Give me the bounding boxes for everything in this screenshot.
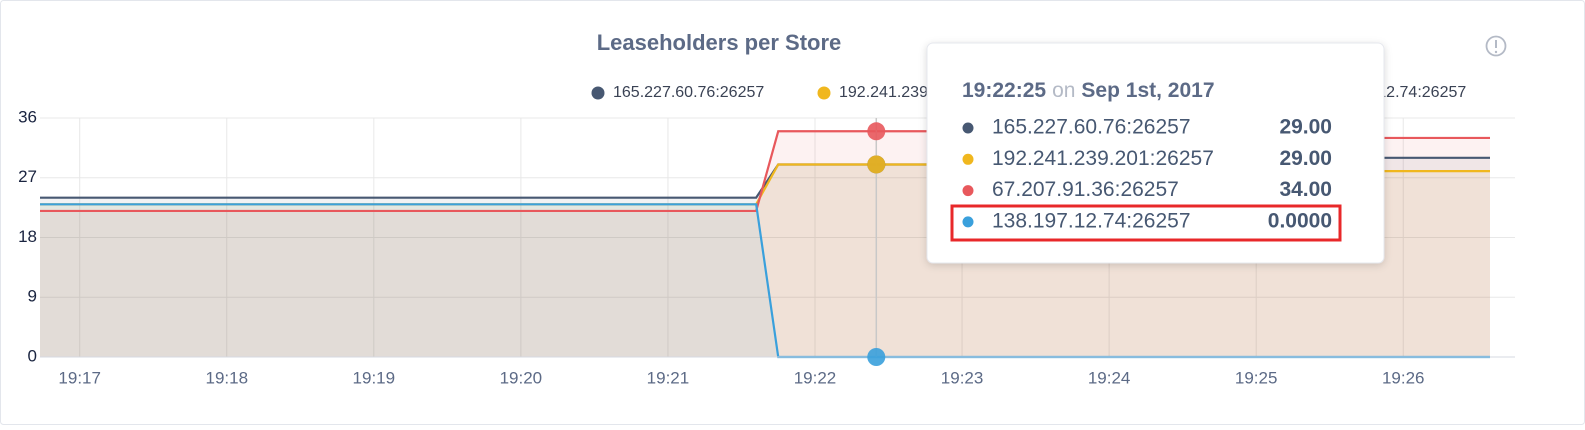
y-tick-label: 36 xyxy=(18,107,37,126)
info-circle xyxy=(1485,35,1507,57)
tooltip-swatch xyxy=(962,153,974,165)
y-tick-label: 9 xyxy=(28,287,37,306)
x-tick-label: 19:17 xyxy=(58,368,101,387)
tooltip-swatch xyxy=(962,185,974,197)
x-tick-label: 19:19 xyxy=(353,368,396,387)
hover xyxy=(867,118,886,366)
y-tick-label: 18 xyxy=(18,227,37,246)
hover-dot xyxy=(867,348,886,366)
tooltip-name: 165.227.60.76:26257 xyxy=(992,116,1191,139)
tooltip-time-value: 19:22:25 xyxy=(962,79,1046,102)
tooltip-value: 29.00 xyxy=(1279,116,1332,139)
legend-label: 165.227.60.76:26257 xyxy=(613,84,764,101)
series-area xyxy=(40,204,1490,357)
tooltip-row: 67.207.91.36:26257 34.00 xyxy=(962,178,1332,201)
x-tick-label: 19:21 xyxy=(647,368,690,387)
x-tick-label: 19:23 xyxy=(941,368,984,387)
legend-swatch xyxy=(817,86,831,100)
tooltip-swatch xyxy=(962,122,974,134)
x-tick-label: 19:24 xyxy=(1088,368,1131,387)
tooltip-date: Sep 1st, 2017 xyxy=(1081,79,1214,102)
legend-swatch xyxy=(591,86,605,100)
tooltip-row: 192.241.239.201:26257 29.00 xyxy=(962,147,1332,170)
tooltip-value: 0.0000 xyxy=(1268,209,1332,232)
hover-dot xyxy=(867,122,886,141)
x-tick-label: 19:22 xyxy=(794,368,837,387)
tooltip-row: 138.197.12.74:26257 0.0000 xyxy=(962,209,1332,232)
tooltip-swatch xyxy=(962,216,974,228)
x-tick-label: 19:26 xyxy=(1382,368,1425,387)
axes: 0 9 18 27 36 19:17 19:18 19:19 19:20 19:21 19:22 19… xyxy=(18,107,1515,387)
chart-title: Leaseholders per Store xyxy=(597,30,842,55)
info-icon[interactable] xyxy=(1485,35,1507,57)
tooltip-name: 138.197.12.74:26257 xyxy=(992,209,1191,232)
tooltip-time: 19:22:25 on Sep 1st, 2017 xyxy=(962,79,1215,102)
x-tick-label: 19:18 xyxy=(205,368,248,387)
tooltip-name: 192.241.239.201:26257 xyxy=(992,147,1214,170)
tooltip-value: 29.00 xyxy=(1279,147,1332,170)
tooltip-name: 67.207.91.36:26257 xyxy=(992,178,1179,201)
tooltip: 19:22:25 on Sep 1st, 2017 165.227.60.76:26… xyxy=(926,42,1385,264)
x-tick-label: 19:25 xyxy=(1235,368,1278,387)
hover-dot xyxy=(867,155,886,174)
tooltip-on: on xyxy=(1052,79,1075,102)
tooltip-value: 34.00 xyxy=(1279,178,1332,201)
x-tick-label: 19:20 xyxy=(500,368,543,387)
info-dot xyxy=(1494,50,1498,54)
y-tick-label: 0 xyxy=(28,346,37,365)
y-tick-label: 27 xyxy=(18,167,37,186)
tooltip-box xyxy=(926,42,1385,264)
tooltip-row: 165.227.60.76:26257 29.00 xyxy=(962,116,1332,139)
highlight-box xyxy=(950,204,1342,242)
